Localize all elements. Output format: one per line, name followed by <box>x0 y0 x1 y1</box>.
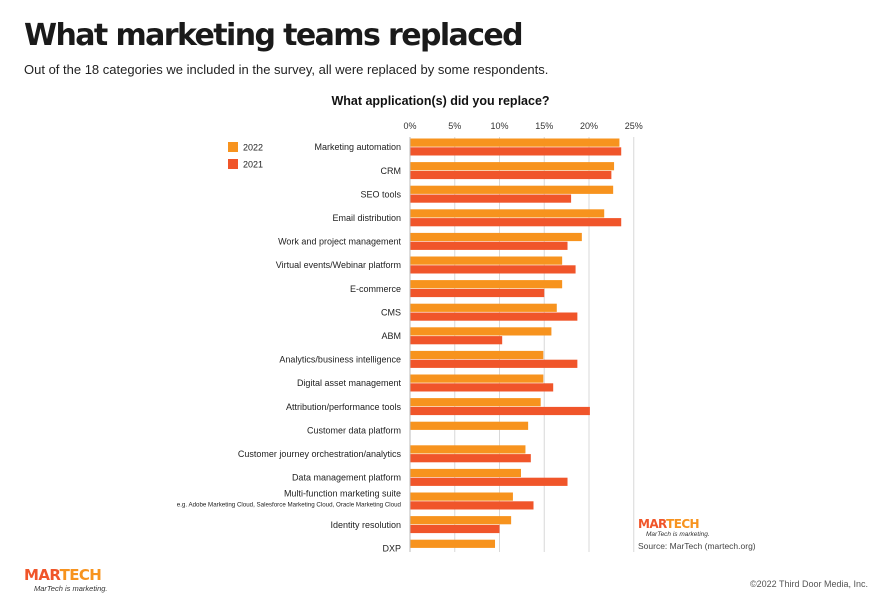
bar-2021 <box>410 359 578 368</box>
bar-2022 <box>410 256 563 265</box>
bar-2022 <box>410 185 614 194</box>
bar-2021 <box>410 454 531 463</box>
category-label: DXP <box>382 543 401 553</box>
bar-2022 <box>410 280 563 289</box>
bar-2022 <box>410 327 552 336</box>
category-label: Customer journey orchestration/analytics <box>238 449 402 459</box>
legend-label: 2022 <box>243 143 263 153</box>
bar-2022 <box>410 232 582 242</box>
category-label: CRM <box>381 166 402 176</box>
legend-swatch-2021 <box>228 159 238 169</box>
bar-2021 <box>410 170 612 180</box>
bar-2021 <box>410 477 568 486</box>
category-label: Digital asset management <box>297 378 402 388</box>
bar-2021 <box>410 406 590 416</box>
x-tick-label: 5% <box>448 121 461 131</box>
chart-title: What application(s) did you replace? <box>331 94 550 108</box>
bar-2022 <box>410 209 605 218</box>
category-label: Email distribution <box>332 213 401 223</box>
category-label: Marketing automation <box>314 142 401 152</box>
logo-tagline: MarTech is marketing. <box>34 584 108 593</box>
bar-2022 <box>410 516 512 525</box>
category-label: Attribution/performance tools <box>286 402 402 412</box>
bar-2022 <box>410 445 526 454</box>
bar-2022 <box>410 374 544 383</box>
legend-swatch-2022 <box>228 142 238 152</box>
bar-2021 <box>410 383 554 392</box>
category-label: CMS <box>381 307 401 317</box>
category-label: SEO tools <box>360 189 401 199</box>
category-label: Multi-function marketing suite <box>284 489 401 499</box>
bar-2022 <box>410 421 529 430</box>
bar-2021 <box>410 288 545 298</box>
x-tick-label: 20% <box>580 121 598 131</box>
page-subtitle: Out of the 18 categories we included in … <box>24 62 549 77</box>
bar-2021 <box>410 218 622 227</box>
bar-2022 <box>410 303 557 312</box>
logo-tagline: MarTech is marketing. <box>646 531 710 538</box>
martech-logo-small: MARTECH MarTech is marketing. <box>638 517 710 538</box>
bar-2022 <box>410 492 513 501</box>
bar-2022 <box>410 398 541 407</box>
bar-2021 <box>410 336 503 345</box>
category-label: Work and project management <box>278 237 401 247</box>
bar-2021 <box>410 312 578 321</box>
bar-2021 <box>410 265 576 274</box>
bar-2021 <box>410 241 568 250</box>
copyright: ©2022 Third Door Media, Inc. <box>749 579 868 589</box>
bar-2022 <box>410 138 620 147</box>
bar-2021 <box>410 194 572 203</box>
category-label: Identity resolution <box>330 520 401 530</box>
category-note: e.g. Adobe Marketing Cloud, Salesforce M… <box>177 502 402 509</box>
bar-2022 <box>410 162 615 171</box>
x-tick-label: 25% <box>625 121 643 131</box>
bar-2021 <box>410 524 500 534</box>
category-label: E-commerce <box>350 284 401 294</box>
page-title: What marketing teams replaced <box>24 18 524 53</box>
martech-logo: MARTECH MarTech is marketing. <box>24 566 108 594</box>
category-label: Analytics/business intelligence <box>279 355 401 365</box>
legend-label: 2021 <box>243 160 263 170</box>
category-label: Virtual events/Webinar platform <box>276 260 401 270</box>
category-label: Data management platform <box>292 473 401 483</box>
bar-2021 <box>410 501 534 510</box>
x-tick-label: 0% <box>403 121 416 131</box>
x-tick-label: 15% <box>535 121 553 131</box>
category-label: ABM <box>381 331 401 341</box>
bar-2022 <box>410 539 496 548</box>
category-label: Customer data platform <box>307 425 401 435</box>
bar-2022 <box>410 350 544 360</box>
bar-2022 <box>410 468 521 478</box>
source-note: Source: MarTech (martech.org) <box>638 541 756 551</box>
bar-2021 <box>410 147 622 156</box>
x-tick-label: 10% <box>490 121 508 131</box>
